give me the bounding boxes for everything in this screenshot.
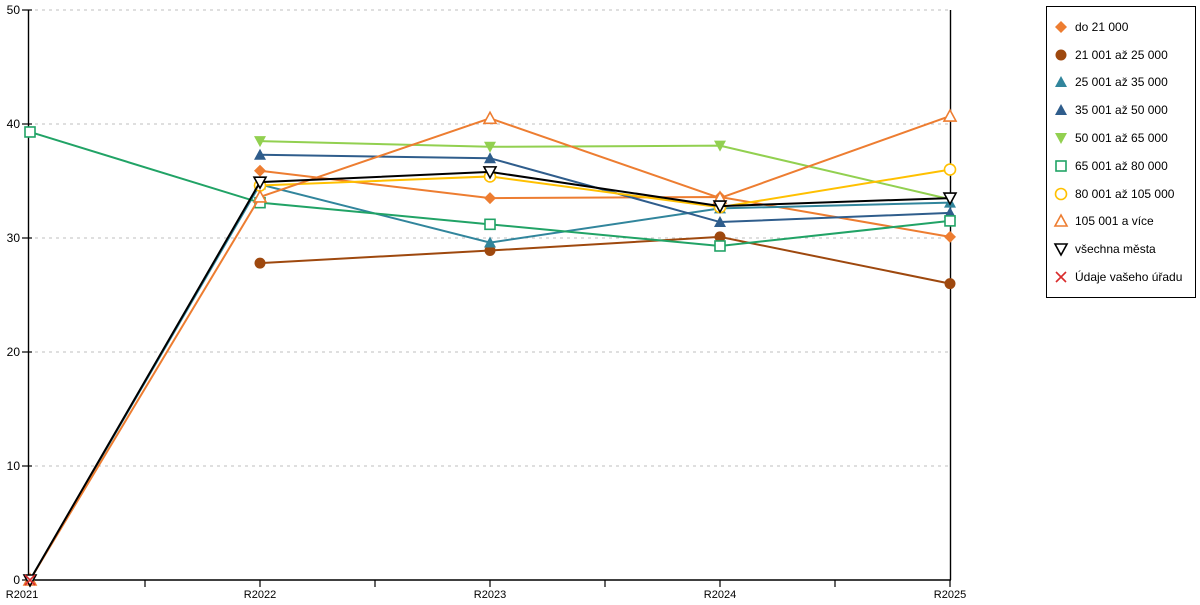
triangle-down-filled-marker [254, 136, 266, 148]
y-tick-label: 40 [7, 117, 21, 131]
triangle-up-filled-marker [1055, 76, 1067, 88]
x-marker [24, 574, 36, 586]
square-open-marker [484, 218, 496, 231]
triangle-down-open-marker [712, 200, 728, 214]
triangle-down-open-legend-icon [1053, 243, 1069, 257]
square-open-marker [1055, 160, 1067, 172]
triangle-up-open-marker [482, 110, 498, 125]
triangle-up-filled-marker [1055, 104, 1067, 116]
triangle-up-filled-marker [484, 236, 496, 248]
legend-item: všechna města [1053, 241, 1195, 257]
triangle-down-open-marker [252, 176, 268, 190]
legend-label: všechna města [1075, 242, 1156, 257]
legend-label: 80 001 až 105 000 [1075, 186, 1175, 201]
triangle-down-filled-legend-icon [1055, 133, 1067, 145]
series-line [29, 115, 951, 581]
y-tick-label: 0 [13, 573, 20, 587]
triangle-up-filled-marker [714, 216, 726, 228]
x-tick-label: R2025 [934, 589, 966, 600]
triangle-down-filled-marker [1055, 133, 1067, 145]
circle-filled-marker [484, 245, 496, 257]
legend-item: 25 001 až 35 000 [1053, 74, 1195, 90]
square-open-legend-icon [1055, 160, 1067, 172]
y-tick-label: 30 [7, 231, 21, 245]
series-50-001-až-65-000 [254, 136, 956, 206]
legend-label: Údaje vašeho úřadu [1075, 270, 1183, 285]
series-25-001-až-35-000 [24, 178, 956, 585]
triangle-up-open-marker [942, 108, 958, 122]
circle-filled-legend-icon [1055, 49, 1067, 61]
series-line [259, 140, 951, 201]
diamond-filled-marker [1055, 20, 1067, 33]
diamond-filled-marker [254, 164, 266, 177]
y-tick-label: 10 [7, 459, 21, 473]
circle-open-legend-icon [1054, 187, 1068, 200]
legend-item: 21 001 až 25 000 [1053, 47, 1195, 63]
triangle-down-open-marker [482, 166, 498, 180]
series-line [259, 168, 951, 209]
x-marker [1055, 271, 1067, 283]
series-35-001-až-50-000 [254, 148, 956, 228]
circle-open-marker [943, 163, 957, 176]
series-všechna-města [22, 166, 958, 588]
legend: do 21 000 21 001 až 25 000 25 001 až 35 00… [1046, 6, 1196, 298]
circle-open-marker [1054, 187, 1068, 200]
triangle-up-filled-legend-icon [1055, 104, 1067, 116]
series-line [259, 153, 951, 224]
x-tick-label: R2021 [6, 589, 38, 600]
x-tick-label: R2024 [704, 589, 736, 600]
series-21-001-až-25-000 [254, 231, 956, 290]
legend-label: 25 001 až 35 000 [1075, 75, 1168, 90]
legend-label: 105 001 a více [1075, 214, 1154, 229]
square-open-marker [714, 240, 726, 252]
circle-filled-marker [254, 257, 266, 269]
triangle-down-open-marker [1053, 243, 1069, 257]
series-line [29, 170, 951, 581]
legend-label: 65 001 až 80 000 [1075, 158, 1168, 173]
triangle-up-open-marker [252, 189, 268, 203]
triangle-up-filled-marker [254, 148, 266, 160]
legend-item: 80 001 až 105 000 [1053, 186, 1195, 202]
legend-item: do 21 000 [1053, 19, 1195, 35]
circle-filled-marker [944, 278, 956, 290]
triangle-up-filled-legend-icon [1055, 76, 1067, 88]
legend-label: 35 001 až 50 000 [1075, 103, 1168, 118]
triangle-down-filled-marker [714, 140, 726, 152]
diamond-filled-legend-icon [1055, 20, 1067, 33]
x-tick-label: R2022 [244, 589, 276, 600]
series-line [259, 235, 951, 285]
circle-filled-marker [1055, 49, 1067, 61]
legend-item: 50 001 až 65 000 [1053, 130, 1195, 146]
x-tick-label: R2023 [474, 589, 506, 600]
triangle-up-open-legend-icon [1053, 213, 1069, 228]
square-open-marker [24, 126, 36, 138]
triangle-down-filled-marker [484, 141, 496, 153]
y-tick-label: 50 [7, 3, 21, 17]
legend-item: 65 001 až 80 000 [1053, 158, 1195, 174]
circle-filled-marker [714, 231, 726, 243]
diamond-filled-marker [944, 230, 956, 243]
triangle-up-filled-marker [484, 152, 496, 164]
legend-item: 35 001 až 50 000 [1053, 102, 1195, 118]
legend-label: 21 001 až 25 000 [1075, 47, 1168, 62]
legend-item: 105 001 a více [1053, 213, 1195, 229]
x-legend-icon [1055, 271, 1067, 283]
square-open-marker [944, 215, 956, 227]
legend-label: 50 001 až 65 000 [1075, 131, 1168, 146]
triangle-down-open-marker [942, 192, 958, 206]
series-údaje-vašeho-úřadu [24, 574, 36, 586]
legend-item: Údaje vašeho úřadu [1053, 269, 1195, 285]
triangle-up-open-marker [1053, 213, 1069, 228]
y-tick-label: 20 [7, 345, 21, 359]
legend-label: do 21 000 [1075, 19, 1129, 34]
diamond-filled-marker [484, 192, 496, 205]
